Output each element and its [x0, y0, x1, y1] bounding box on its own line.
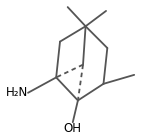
- Text: OH: OH: [64, 122, 82, 135]
- Text: H₂N: H₂N: [6, 86, 28, 99]
